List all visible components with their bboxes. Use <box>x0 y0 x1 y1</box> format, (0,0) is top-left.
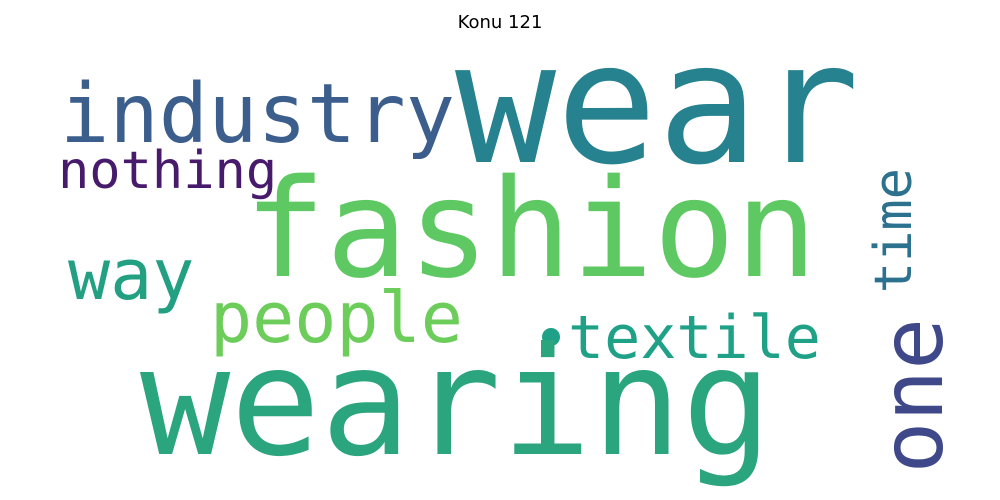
word-industry: industry <box>60 67 455 162</box>
word-way: way <box>68 234 195 316</box>
word-one: one <box>863 318 963 474</box>
word-time: time <box>864 168 924 294</box>
word-textile: textile <box>568 303 821 373</box>
word-nothing: nothing <box>58 141 278 201</box>
word-wear: wear <box>455 6 860 202</box>
word-people: people <box>210 277 463 359</box>
word-wearing: wearing <box>140 316 773 490</box>
word-fashion: fashion <box>244 151 818 309</box>
dot-mark <box>542 328 560 346</box>
chart-title: Konu 121 <box>457 12 543 33</box>
